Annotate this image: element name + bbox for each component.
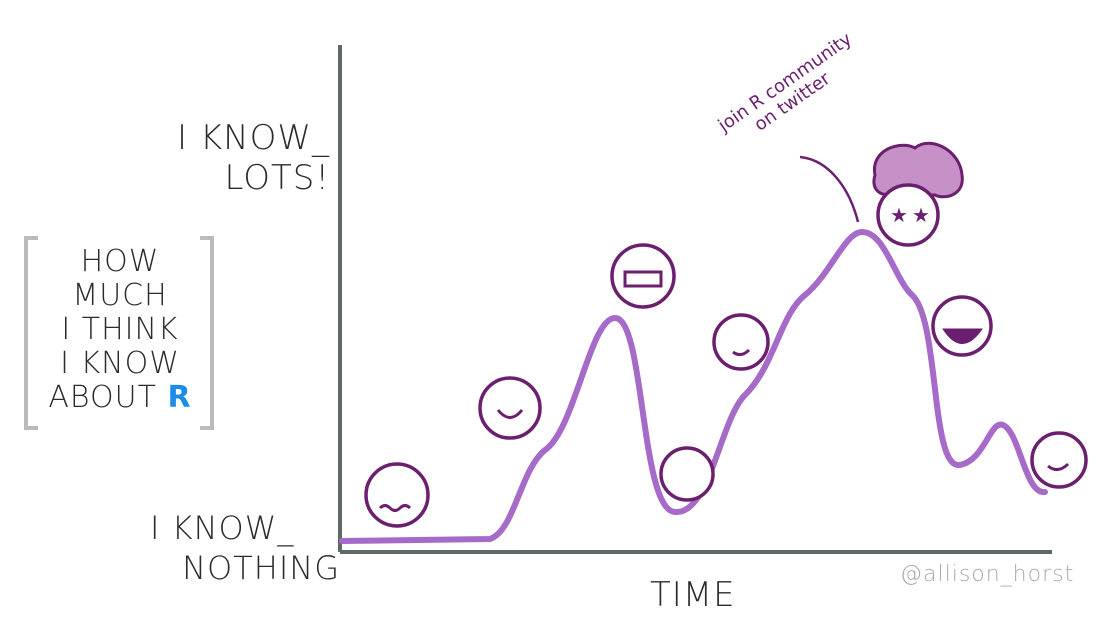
y-axis-top-label: I KNOW_ LOTS! bbox=[150, 118, 330, 198]
worried-face-icon bbox=[364, 462, 430, 528]
y-bottom-line1: I KNOW_ bbox=[150, 509, 295, 547]
credit: @allison_horst bbox=[900, 562, 1075, 587]
bracket-left bbox=[24, 236, 38, 430]
hair-icon bbox=[872, 141, 964, 199]
x-axis-title: TIME bbox=[650, 575, 736, 615]
y-title-line: HOW bbox=[80, 244, 160, 279]
starstruck-face-icon bbox=[876, 183, 940, 247]
annotation-arrow bbox=[799, 155, 860, 223]
grimace-face-icon bbox=[610, 243, 676, 309]
r-highlight: R bbox=[167, 380, 192, 415]
y-title-line: I KNOW bbox=[60, 346, 180, 381]
y-bottom-line2: NOTHING bbox=[182, 549, 340, 587]
dizzy-face-icon bbox=[659, 446, 715, 502]
knowledge-curve bbox=[339, 228, 1048, 544]
svg-text:★: ★ bbox=[890, 203, 908, 227]
laughing-face-icon bbox=[931, 295, 993, 357]
bracket-right bbox=[200, 236, 214, 430]
y-title-line: MUCH bbox=[72, 278, 168, 313]
smug-face-icon bbox=[1030, 431, 1088, 489]
content-face-icon bbox=[712, 313, 770, 371]
y-top-line2: LOTS! bbox=[224, 158, 330, 198]
y-axis-title: HOW MUCH I THINK I KNOW ABOUT R bbox=[30, 245, 210, 415]
y-axis-bottom-label: I KNOW_ NOTHING bbox=[145, 508, 340, 588]
y-title-line: ABOUT bbox=[48, 380, 157, 415]
svg-text:★: ★ bbox=[912, 203, 930, 227]
y-title-line: I THINK bbox=[61, 312, 179, 347]
y-top-line1: I KNOW_ bbox=[177, 118, 330, 158]
happy-face-icon bbox=[478, 376, 542, 440]
